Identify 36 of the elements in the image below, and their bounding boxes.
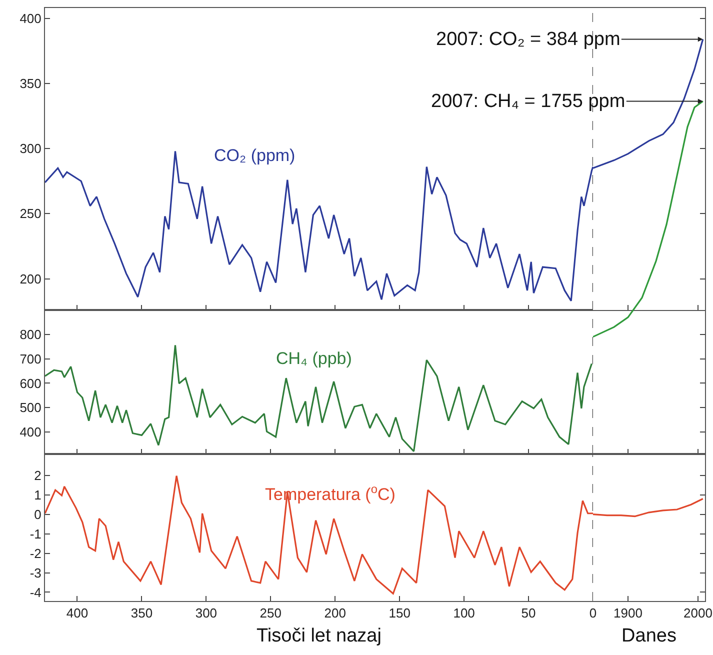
- y-tick-label: 400: [20, 424, 42, 440]
- y-tick-label: 0: [34, 506, 42, 522]
- y-tick-label: 500: [20, 400, 42, 416]
- y-tick-label: 350: [20, 76, 42, 92]
- x-axis-title: Tisoči let nazaj: [256, 625, 382, 646]
- annotation: 2007: CO₂ = 384 ppm: [436, 29, 620, 50]
- x-tick-label: 2000: [684, 606, 712, 621]
- x-tick-label: 150: [388, 606, 410, 621]
- x-tick-label: 300: [195, 606, 218, 621]
- x-tick-label: 250: [260, 606, 282, 621]
- annotation: 2007: CH₄ = 1755 ppm: [431, 91, 626, 112]
- y-tick-label: 250: [20, 206, 42, 222]
- y-tick-label: 1: [34, 487, 42, 502]
- y-tick-label: 200: [20, 271, 42, 286]
- x-tick-label: 200: [324, 606, 346, 621]
- y-tick-label: 700: [20, 351, 42, 366]
- y-tick-label: -4: [30, 584, 42, 600]
- y-tick-label: 300: [20, 141, 42, 156]
- x-tick-label: 350: [130, 606, 153, 621]
- series-label: Temperatura ($^{o}$C): [265, 482, 396, 504]
- y-tick-label: -3: [30, 565, 42, 580]
- y-tick-label: -1: [30, 526, 42, 542]
- y-tick-label: 600: [20, 376, 42, 391]
- y-tick-label: -2: [30, 546, 42, 561]
- x-tick-label: 0: [589, 606, 597, 621]
- y-tick-label: 400: [20, 10, 42, 26]
- x-tick-label: 1900: [614, 606, 642, 621]
- series-label: CH₄ (ppb): [276, 349, 352, 368]
- y-tick-label: 800: [20, 326, 42, 342]
- x-tick-label: 100: [453, 606, 475, 621]
- line-series: [45, 344, 593, 452]
- x-tick-label: 400: [66, 606, 88, 621]
- y-tick-label: 2: [34, 468, 42, 483]
- x-tick-label: 50: [521, 606, 536, 621]
- x-axis-title: Danes: [622, 625, 676, 646]
- series-label: CO₂ (ppm): [214, 146, 296, 165]
